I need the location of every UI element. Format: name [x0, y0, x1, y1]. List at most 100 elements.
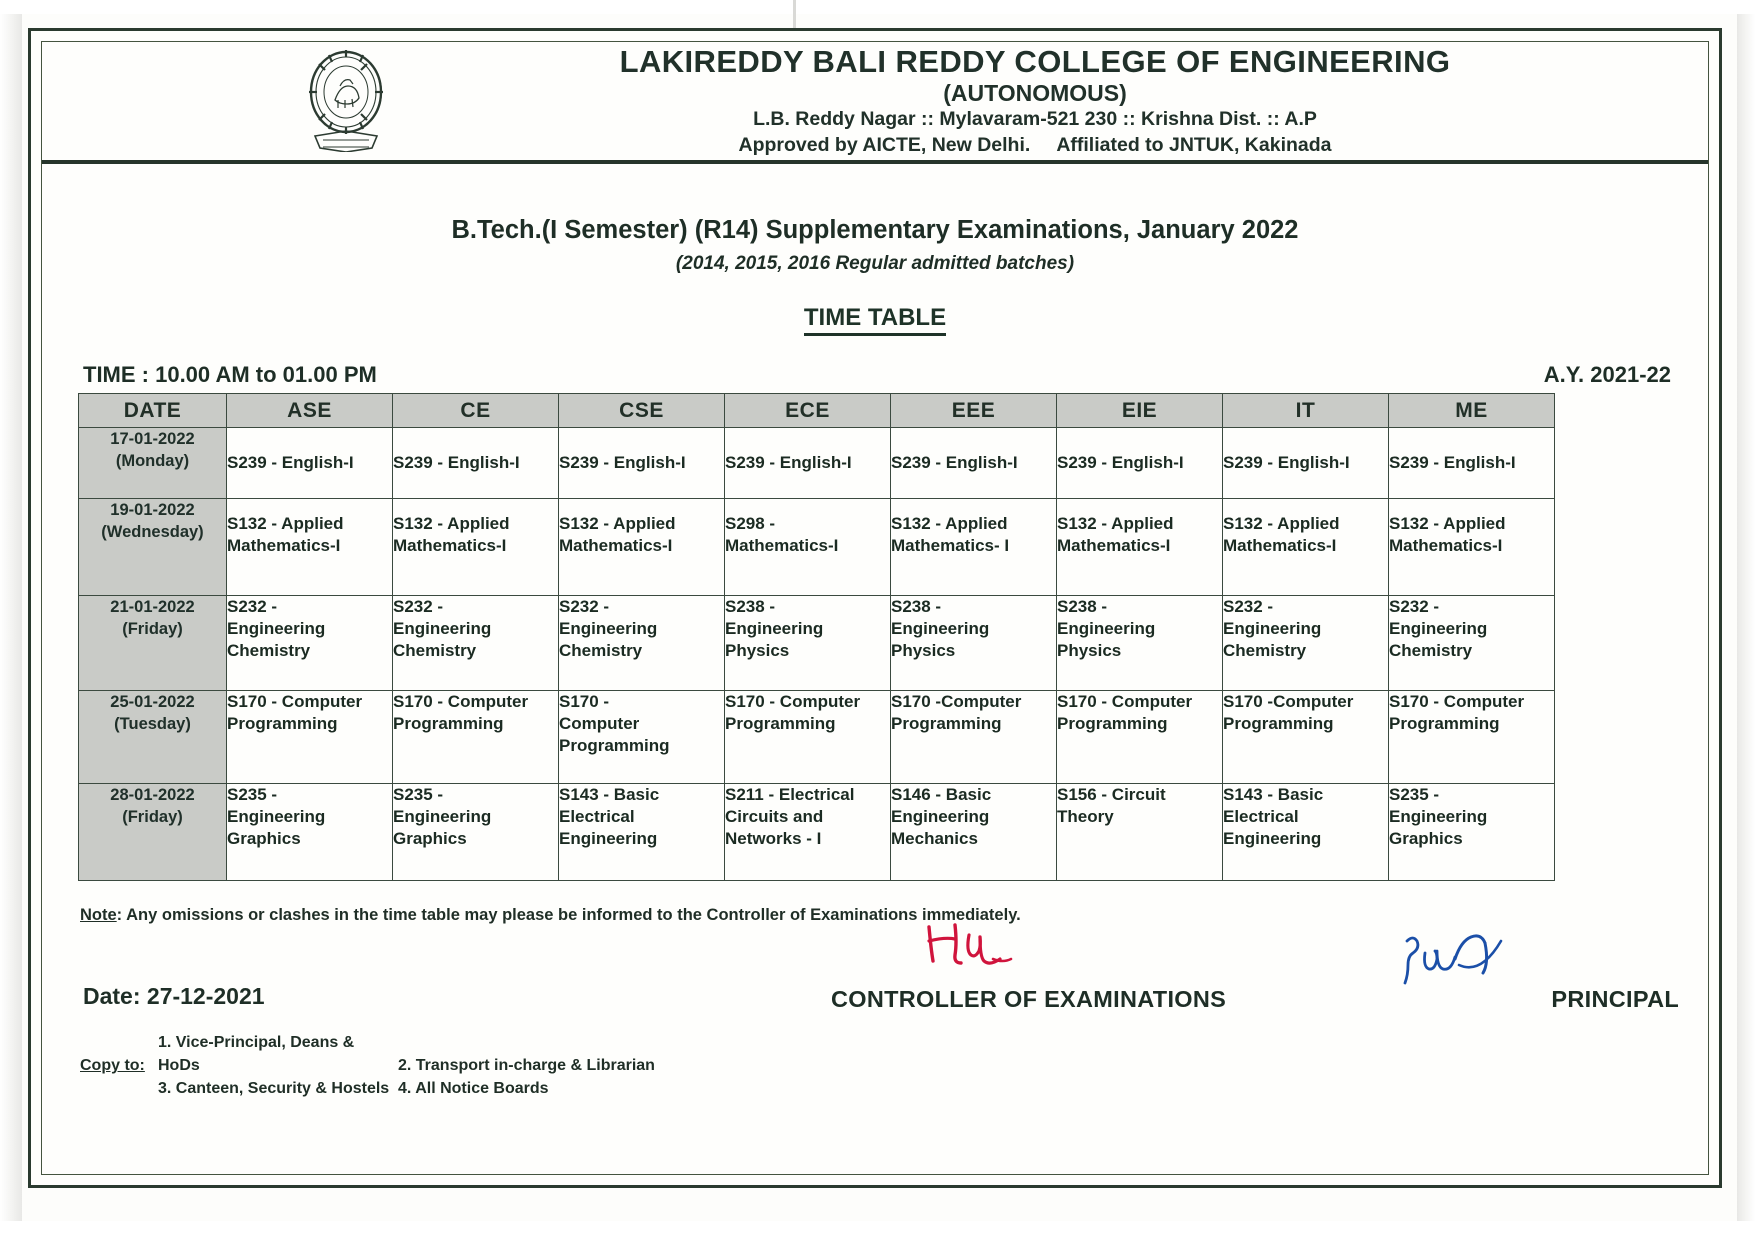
column-header-it: IT	[1222, 393, 1389, 428]
copy-to-item-4: 4. All Notice Boards	[398, 1080, 549, 1098]
handwritten-signature-icon	[921, 921, 1041, 973]
handwritten-signature-icon	[1401, 931, 1541, 989]
exam-date-cell: 17-01-2022 (Monday)	[78, 427, 227, 499]
subject-cell-eie: S238 - Engineering Physics	[1056, 595, 1223, 691]
college-address: L.B. Reddy Nagar :: Mylavaram-521 230 ::…	[753, 108, 1317, 131]
table-row: 25-01-2022 (Tuesday) S170 - Computer Pro…	[78, 690, 1555, 784]
note-label: Note	[80, 906, 117, 924]
copy-to-row-1: Copy to: 1. Vice-Principal, Deans & HoDs 2…	[80, 1031, 655, 1077]
subject-cell-ase: S232 - Engineering Chemistry	[226, 595, 393, 691]
copy-to-row-2: 3. Canteen, Security & Hostels 4. All Not…	[80, 1077, 655, 1100]
college-crest-icon	[307, 48, 385, 152]
copy-to-item-3: 3. Canteen, Security & Hostels	[158, 1080, 390, 1098]
exam-date: 21-01-2022	[110, 598, 195, 616]
column-header-ce: CE	[392, 393, 559, 428]
affiliation-text: Affiliated to JNTUK, Kakinada	[1056, 133, 1332, 156]
exam-date: 17-01-2022	[110, 430, 195, 448]
subject-cell-eee: S238 - Engineering Physics	[890, 595, 1057, 691]
subject-cell-ece: S170 - Computer Programming	[724, 690, 891, 784]
controller-of-examinations-label: CONTROLLER OF EXAMINATIONS	[831, 986, 1227, 1012]
issue-date: Date: 27-12-2021	[83, 983, 265, 1009]
subject-cell-ase: S132 - Applied Mathematics-I	[226, 498, 393, 596]
subject-cell-eee: S132 - Applied Mathematics- I	[890, 498, 1057, 596]
note-text: : Any omissions or clashes in the time t…	[116, 906, 1021, 924]
scan-fold-mark	[793, 0, 796, 30]
copy-to-block: Copy to: 1. Vice-Principal, Deans & HoDs 2…	[80, 1031, 655, 1101]
letterhead: LAKIREDDY BALI REDDY COLLEGE OF ENGINEER…	[42, 42, 1708, 164]
column-header-date: DATE	[78, 393, 227, 428]
column-header-eie: EIE	[1056, 393, 1223, 428]
subject-cell-cse: S132 - Applied Mathematics-I	[558, 498, 725, 596]
exam-date-cell: 25-01-2022 (Tuesday)	[78, 690, 227, 784]
exam-date: 19-01-2022	[110, 501, 195, 519]
exam-day: (Friday)	[122, 620, 183, 639]
subject-cell-it: S170 -Computer Programming	[1222, 690, 1389, 784]
college-autonomous-tag: (AUTONOMOUS)	[943, 79, 1127, 106]
subject-cell-me: S235 - Engineering Graphics	[1388, 783, 1555, 881]
subject-cell-cse: S143 - Basic Electrical Engineering	[558, 783, 725, 881]
exam-subtitle: (2014, 2015, 2016 Regular admitted batch…	[675, 253, 1075, 274]
exam-title: B.Tech.(I Semester) (R14) Supplementary …	[451, 216, 1299, 244]
subject-cell-it: S143 - Basic Electrical Engineering	[1222, 783, 1389, 881]
document-border: LAKIREDDY BALI REDDY COLLEGE OF ENGINEER…	[28, 28, 1722, 1188]
scan-edge-left	[0, 14, 22, 1221]
subject-cell-it: S132 - Applied Mathematics-I	[1222, 498, 1389, 596]
scan-edge-right	[1737, 14, 1755, 1221]
subject-cell-cse: S239 - English-I	[558, 427, 725, 499]
copy-to-label: Copy to:	[80, 1057, 145, 1075]
copy-to-item-2: 2. Transport in-charge & Librarian	[398, 1057, 655, 1075]
subject-cell-it: S239 - English-I	[1222, 427, 1389, 499]
subject-cell-eee: S170 -Computer Programming	[890, 690, 1057, 784]
exam-date: 28-01-2022	[110, 786, 195, 804]
exam-day: (Monday)	[115, 452, 190, 471]
academic-year: A.Y. 2021-22	[1543, 362, 1671, 387]
table-row: 19-01-2022 (Wednesday) S132 - Applied Ma…	[78, 498, 1555, 596]
exam-date-cell: 19-01-2022 (Wednesday)	[78, 498, 227, 596]
subject-cell-me: S132 - Applied Mathematics-I	[1388, 498, 1555, 596]
column-header-ase: ASE	[226, 393, 393, 428]
subject-cell-ce: S232 - Engineering Chemistry	[392, 595, 559, 691]
document-border-inner	[41, 41, 1709, 1175]
table-row: 17-01-2022 (Monday) S239 - English-I S23…	[78, 427, 1555, 499]
subject-cell-ece: S238 - Engineering Physics	[724, 595, 891, 691]
subject-cell-cse: S232 - Engineering Chemistry	[558, 595, 725, 691]
exam-date: 25-01-2022	[110, 693, 195, 711]
scan-edge-top	[0, 0, 1755, 14]
scan-edge-bottom	[0, 1221, 1755, 1241]
table-row: 28-01-2022 (Friday) S235 - Engineering G…	[78, 783, 1555, 881]
timetable: DATE ASE CE CSE ECE EEE EIE IT ME 17-01-…	[78, 393, 1555, 881]
exam-date-cell: 28-01-2022 (Friday)	[78, 783, 227, 881]
subject-cell-eie: S239 - English-I	[1056, 427, 1223, 499]
time-table-heading-text: TIME TABLE	[803, 304, 947, 336]
column-header-eee: EEE	[890, 393, 1057, 428]
column-header-cse: CSE	[558, 393, 725, 428]
note-line: Note: Any omissions or clashes in the ti…	[80, 906, 1021, 925]
time-table-heading: TIME TABLE	[31, 304, 1719, 336]
subject-cell-eee: S239 - English-I	[890, 427, 1057, 499]
subject-cell-ce: S132 - Applied Mathematics-I	[392, 498, 559, 596]
principal-label: PRINCIPAL	[1551, 986, 1679, 1012]
timetable-header-row: DATE ASE CE CSE ECE EEE EIE IT ME	[78, 393, 1555, 428]
subject-cell-me: S239 - English-I	[1388, 427, 1555, 499]
subject-cell-ase: S235 - Engineering Graphics	[226, 783, 393, 881]
college-name: LAKIREDDY BALI REDDY COLLEGE OF ENGINEER…	[619, 44, 1451, 79]
subject-cell-eee: S146 - Basic Engineering Mechanics	[890, 783, 1057, 881]
table-row: 21-01-2022 (Friday) S232 - Engineering C…	[78, 595, 1555, 691]
subject-cell-ase: S239 - English-I	[226, 427, 393, 499]
subject-cell-eie: S170 - Computer Programming	[1056, 690, 1223, 784]
subject-cell-ce: S170 - Computer Programming	[392, 690, 559, 784]
subject-cell-ece: S298 - Mathematics-I	[724, 498, 891, 596]
college-approval-line: Approved by AICTE, New Delhi. Affiliated …	[402, 133, 1668, 158]
subject-cell-me: S232 - Engineering Chemistry	[1388, 595, 1555, 691]
subject-cell-it: S232 - Engineering Chemistry	[1222, 595, 1389, 691]
exam-time: TIME : 10.00 AM to 01.00 PM	[83, 362, 377, 387]
subject-cell-eie: S156 - Circuit Theory	[1056, 783, 1223, 881]
subject-cell-ase: S170 - Computer Programming	[226, 690, 393, 784]
subject-cell-me: S170 - Computer Programming	[1388, 690, 1555, 784]
copy-to-item-1: 1. Vice-Principal, Deans & HoDs	[158, 1034, 355, 1075]
exam-day: (Wednesday)	[101, 523, 204, 542]
subject-cell-eie: S132 - Applied Mathematics-I	[1056, 498, 1223, 596]
subject-cell-ece: S211 - Electrical Circuits and Networks …	[724, 783, 891, 881]
exam-day: (Tuesday)	[114, 715, 191, 734]
column-header-me: ME	[1388, 393, 1555, 428]
